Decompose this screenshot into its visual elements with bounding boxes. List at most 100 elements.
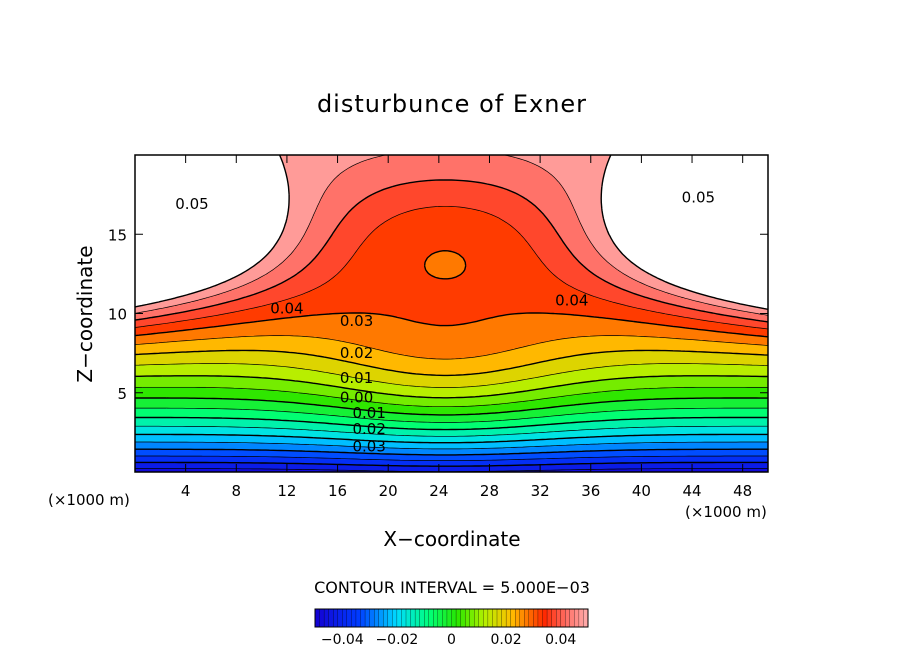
colorbar-cell <box>496 608 502 628</box>
colorbar-cell <box>478 608 484 628</box>
contour-line <box>135 397 768 416</box>
colorbar-cell <box>405 608 411 628</box>
contour-label: 0.01 <box>353 404 386 422</box>
plot-area: 0.05 0.050.04 0.040.030.020.010.000.010.02… <box>134 154 769 473</box>
contour-label: 0.03 <box>340 312 373 330</box>
x-tick-label: 4 <box>181 482 191 500</box>
colorbar-cell <box>414 608 421 628</box>
colorbar-cell <box>346 608 352 628</box>
colorbar-cell <box>519 608 525 628</box>
x-tick-label: 28 <box>480 482 499 500</box>
contour-line <box>134 154 769 310</box>
y-tick-label: 10 <box>108 306 127 324</box>
colorbar-cell <box>560 608 566 628</box>
contour-line <box>134 154 769 316</box>
colorbar-tick-label: −0.04 <box>321 632 364 648</box>
colorbar-cell <box>501 608 507 628</box>
contour-label: 0.00 <box>340 388 373 406</box>
colorbar-cell <box>569 608 575 628</box>
colorbar-cell <box>442 608 448 628</box>
colorbar-cell <box>510 608 516 628</box>
colorbar-cell <box>483 608 489 628</box>
contour-label: 0.02 <box>340 344 373 362</box>
x-tick-label: 24 <box>429 482 448 500</box>
contour-line <box>135 407 768 423</box>
colorbar-cell <box>437 608 443 628</box>
colorbar-cell <box>515 608 521 628</box>
contour-label: 0.03 <box>353 437 386 455</box>
contour-line <box>135 375 768 399</box>
colorbar-cell <box>455 608 462 628</box>
contour-line <box>135 433 768 444</box>
colorbar-cell <box>551 608 557 628</box>
contour-line <box>135 425 768 437</box>
colorbar-cell <box>469 608 475 628</box>
x-unit-left: (×1000 m) <box>48 491 130 509</box>
colorbar-cell <box>528 608 534 628</box>
colorbar-cell <box>487 608 493 628</box>
colorbar-cell <box>410 608 416 628</box>
colorbar-cell <box>533 608 539 628</box>
colorbar-cell <box>355 608 361 628</box>
colorbar-cell <box>383 608 389 628</box>
contour-line <box>134 363 769 388</box>
contour-lines <box>134 154 769 472</box>
colorbar-cell <box>424 608 430 628</box>
colorbar-ticks: −0.04 −0.02 0 0.02 0.04 <box>321 632 577 648</box>
colorbar-cell <box>360 608 366 628</box>
colorbar-cell <box>505 608 512 628</box>
colorbar-cell <box>546 608 553 628</box>
colorbar-cell <box>556 608 562 628</box>
colorbar-cell <box>428 608 434 628</box>
colorbar-cell <box>333 608 339 628</box>
colorbar-tick-label: 0.02 <box>491 632 522 648</box>
colorbar-cell <box>373 608 380 628</box>
x-tick-label: 44 <box>682 482 701 500</box>
colorbar-cell <box>387 608 393 628</box>
colorbar-cell <box>524 608 530 628</box>
x-tick-label: 8 <box>232 482 242 500</box>
x-unit-right: (×1000 m) <box>685 503 767 521</box>
x-tick-label: 48 <box>733 482 752 500</box>
contour-line <box>135 455 768 461</box>
y-axis-label: Z−coordinate <box>73 245 97 382</box>
contour-line <box>135 461 768 467</box>
contour-line <box>134 349 769 377</box>
colorbar-cell <box>578 608 584 628</box>
colorbar-cell <box>460 608 466 628</box>
contour-label: 0.02 <box>353 420 386 438</box>
contour-line <box>135 448 768 456</box>
colorbar-cell <box>369 608 375 628</box>
x-axis-ticks: 4 8 12 16 20 24 28 32 36 40 44 48 <box>181 155 752 500</box>
colorbar-cell <box>314 608 320 628</box>
contour-interval-text: CONTOUR INTERVAL = 5.000E−03 <box>314 578 590 597</box>
contour-label: 0.05 <box>175 195 208 213</box>
colorbar-cell <box>351 608 357 628</box>
colorbar-frame <box>314 608 589 628</box>
heatmap-field <box>135 155 768 472</box>
y-tick-label: 15 <box>108 226 127 244</box>
contour-line <box>134 205 769 330</box>
colorbar-cell <box>328 608 334 628</box>
x-tick-label: 40 <box>632 482 651 500</box>
colorbar-cell <box>542 608 548 628</box>
contour-line <box>135 441 768 450</box>
colorbar-tick-label: 0.04 <box>545 632 576 648</box>
colorbar-tick-label: 0 <box>447 632 456 648</box>
heatmap-canvas <box>135 155 768 472</box>
colorbar: −0.04 −0.02 0 0.02 0.04 <box>314 608 589 648</box>
x-tick-label: 16 <box>328 482 347 500</box>
colorbar-cell <box>364 608 371 628</box>
colorbar-tick-label: −0.02 <box>375 632 418 648</box>
colorbar-cell <box>401 608 407 628</box>
colorbar-cell <box>451 608 457 628</box>
contour-line <box>134 179 769 323</box>
x-tick-label: 36 <box>581 482 600 500</box>
colorbar-cell <box>323 608 330 628</box>
colorbar-cell <box>474 608 480 628</box>
colorbar-cell <box>419 608 425 628</box>
contour-line <box>134 335 769 360</box>
colorbar-cell <box>378 608 384 628</box>
colorbar-cell <box>342 608 348 628</box>
